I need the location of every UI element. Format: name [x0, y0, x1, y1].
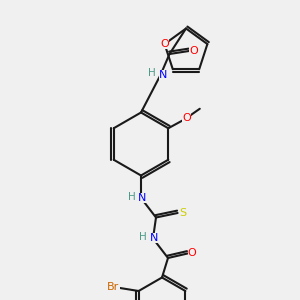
Text: N: N — [138, 193, 147, 203]
Text: O: O — [189, 46, 198, 56]
Text: N: N — [159, 70, 167, 80]
Text: H: H — [128, 191, 135, 202]
Text: Br: Br — [107, 281, 119, 292]
Text: O: O — [160, 39, 169, 49]
Text: S: S — [179, 208, 187, 218]
Text: H: H — [148, 68, 156, 79]
Text: N: N — [150, 233, 159, 244]
Text: O: O — [188, 248, 196, 259]
Text: O: O — [182, 113, 191, 123]
Text: H: H — [139, 232, 147, 242]
